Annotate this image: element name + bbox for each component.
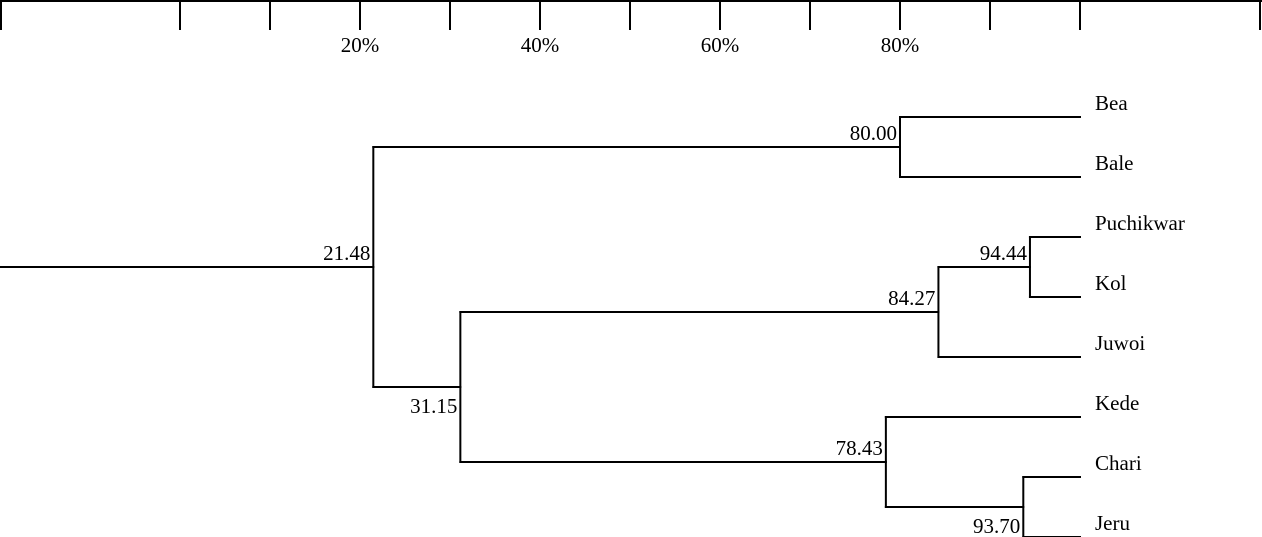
leaf-label-bea: Bea: [1095, 91, 1128, 115]
scale-label-0: 20%: [341, 33, 380, 57]
node-label-n_south: 31.15: [410, 394, 457, 418]
node-label-n_charijeru: 93.70: [973, 514, 1020, 537]
leaf-label-puchikwar: Puchikwar: [1095, 211, 1185, 235]
leaf-label-juwoi: Juwoi: [1095, 331, 1145, 355]
scale-label-3: 80%: [881, 33, 920, 57]
leaf-label-jeru: Jeru: [1095, 511, 1130, 535]
node-label-n_puchkol: 94.44: [980, 241, 1028, 265]
scale-label-1: 40%: [521, 33, 560, 57]
leaf-label-kede: Kede: [1095, 391, 1139, 415]
leaf-label-bale: Bale: [1095, 151, 1133, 175]
node-label-n_kede: 78.43: [836, 436, 883, 460]
leaf-label-chari: Chari: [1095, 451, 1142, 475]
node-label-n_beabale: 80.00: [850, 121, 897, 145]
leaf-label-kol: Kol: [1095, 271, 1127, 295]
scale-label-2: 60%: [701, 33, 740, 57]
node-label-n_juwoi: 84.27: [888, 286, 935, 310]
node-label-n_root: 21.48: [323, 241, 370, 265]
